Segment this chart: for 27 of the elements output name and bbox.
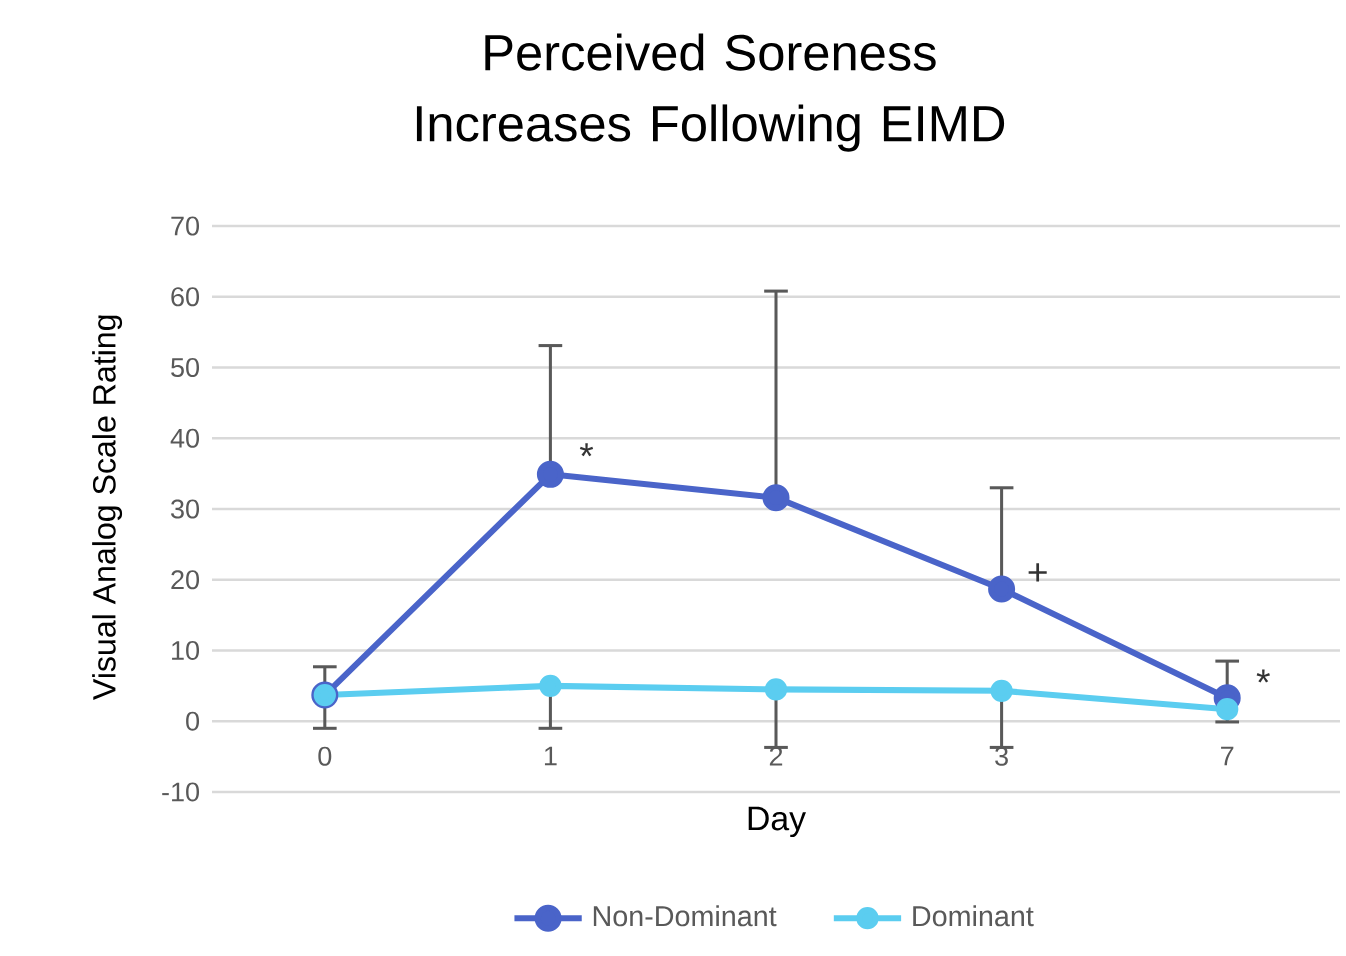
y-axis-title: Visual Analog Scale Rating — [92, 315, 123, 700]
y-tick-label: -10 — [162, 782, 200, 802]
point — [762, 484, 790, 512]
y-tick-label: 50 — [171, 357, 200, 378]
annotation: * — [1256, 669, 1270, 683]
x-tick-label: 1 — [544, 746, 557, 766]
annotation: * — [579, 443, 594, 457]
point — [539, 674, 562, 698]
y-tick-label: 40 — [170, 428, 200, 448]
point — [764, 678, 788, 701]
x-tick-label: 0 — [318, 746, 332, 766]
y-tick-label: 30 — [171, 499, 200, 519]
x-axis-title: Day — [748, 806, 806, 838]
y-tick-label: 60 — [171, 287, 200, 307]
y-tick-label: 10 — [172, 640, 200, 661]
y-tick-label: 70 — [171, 216, 200, 236]
legend-label: Non-Dominant — [593, 905, 777, 927]
point — [536, 460, 564, 488]
x-tick-label: 7 — [1221, 746, 1234, 766]
y-tick-label: 20 — [171, 570, 200, 590]
legend-label: Dominant — [913, 905, 1034, 927]
annotation: + — [1028, 563, 1047, 582]
chart-title: Perceived Soreness Increases Following EIMD — [416, 33, 1005, 152]
point — [990, 679, 1013, 702]
point — [1216, 698, 1239, 721]
point — [988, 575, 1016, 603]
y-tick-label: 0 — [186, 711, 200, 731]
